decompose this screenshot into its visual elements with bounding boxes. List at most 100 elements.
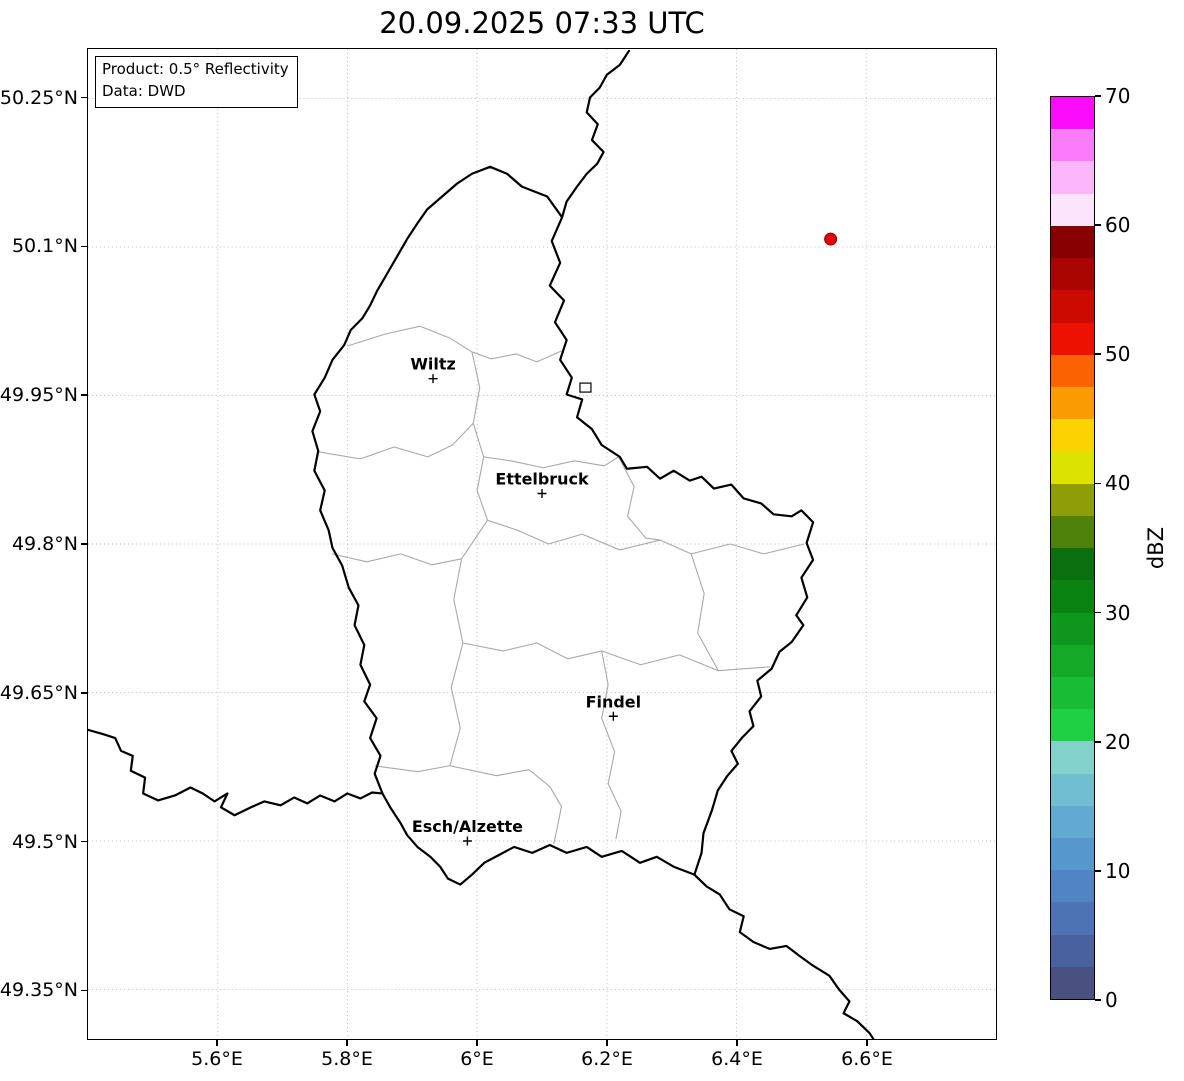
colorbar-tick-mark — [1095, 95, 1101, 97]
colorbar-segment — [1051, 644, 1094, 677]
colorbar-segment — [1051, 290, 1094, 323]
y-tick-mark — [81, 543, 87, 545]
colorbar-segment — [1051, 676, 1094, 710]
colorbar-segment — [1051, 451, 1094, 484]
colorbar-segment — [1051, 161, 1094, 194]
colorbar-segment — [1051, 838, 1094, 871]
colorbar-segment — [1051, 966, 1094, 1000]
colorbar-segment — [1051, 483, 1094, 516]
city-marker — [537, 489, 547, 499]
city-label: Ettelbruck — [495, 470, 589, 489]
city-label: Wiltz — [410, 355, 455, 374]
colorbar-axis-label: dBZ — [1144, 526, 1168, 570]
colorbar-tick-mark — [1095, 870, 1101, 872]
y-tick-label: 49.5°N — [11, 830, 78, 853]
x-tick-label: 6.2°E — [581, 1048, 633, 1070]
colorbar-segment — [1051, 741, 1094, 774]
colorbar-tick-mark — [1095, 999, 1101, 1001]
country-border — [693, 873, 875, 1039]
y-tick-label: 49.65°N — [0, 681, 78, 704]
colorbar-tick-mark — [1095, 353, 1101, 356]
colorbar-segment — [1051, 97, 1094, 130]
colorbar-segment — [1051, 129, 1094, 162]
y-tick-mark — [81, 245, 87, 248]
canton-border — [462, 642, 771, 672]
x-tick-mark — [476, 1040, 478, 1046]
country-border — [561, 49, 631, 219]
colorbar-segment — [1051, 258, 1094, 291]
canton-border — [487, 519, 805, 555]
x-tick-mark — [346, 1040, 348, 1046]
y-tick-label: 50.1°N — [11, 235, 78, 258]
y-tick-mark — [81, 840, 87, 843]
y-tick-mark — [81, 96, 87, 99]
y-tick-label: 50.25°N — [0, 86, 78, 109]
luxembourg-map: Wiltz Ettelbruck Findel Esch/Alzette — [88, 49, 996, 1039]
y-tick-label: 49.8°N — [11, 533, 78, 555]
x-tick-mark — [736, 1040, 738, 1046]
data-source-line: Data: DWD — [102, 81, 186, 100]
y-tick-mark — [81, 692, 87, 694]
colorbar-tick-mark — [1095, 611, 1101, 614]
canton-border — [318, 422, 474, 460]
colorbar-tick-label: 10 — [1105, 858, 1131, 883]
x-tick-label: 6°E — [460, 1048, 494, 1070]
colorbar-tick-label: 50 — [1105, 342, 1131, 367]
colorbar-segment — [1051, 193, 1094, 226]
colorbar-segment — [1051, 805, 1094, 839]
colorbar-tick-label: 40 — [1105, 471, 1131, 496]
x-tick-label: 5.8°E — [321, 1048, 373, 1070]
product-info-line: Product: 0.5° Reflectivity — [102, 60, 289, 78]
product-info-box: Product: 0.5° Reflectivity Data: DWD — [95, 56, 298, 108]
x-tick-mark — [606, 1040, 608, 1046]
colorbar-tick-label: 60 — [1105, 213, 1131, 238]
canton-border — [331, 519, 488, 566]
colorbar-segment — [1051, 870, 1094, 903]
colorbar-tick-label: 20 — [1105, 729, 1131, 754]
colorbar-segment — [1051, 580, 1094, 613]
canton-border — [471, 351, 489, 521]
y-tick-mark — [81, 989, 87, 992]
y-tick-mark — [81, 394, 87, 396]
map-plot: Wiltz Ettelbruck Findel Esch/Alzette Produc… — [87, 48, 997, 1040]
colorbar-segment — [1051, 934, 1094, 967]
country-border — [88, 728, 384, 817]
colorbar-segment — [1051, 773, 1094, 806]
city-marker — [428, 374, 438, 384]
colorbar-segment — [1051, 709, 1094, 742]
canton-border — [601, 650, 622, 840]
x-tick-mark — [866, 1040, 868, 1046]
canton-border — [374, 765, 563, 845]
colorbar-tick-label: 30 — [1105, 600, 1131, 625]
colorbar-tick-label: 0 — [1105, 988, 1118, 1012]
colorbar-tick-label: 70 — [1105, 84, 1131, 108]
x-tick-label: 5.6°E — [191, 1048, 243, 1070]
city-label: Esch/Alzette — [412, 817, 523, 836]
x-tick-label: 6.6°E — [841, 1048, 893, 1070]
canton-border — [483, 456, 619, 469]
echo-marker — [824, 232, 838, 246]
colorbar-segment — [1051, 515, 1094, 549]
city-marker — [462, 836, 472, 846]
canton-border — [618, 456, 661, 541]
y-tick-label: 49.35°N — [0, 979, 78, 1002]
colorbar-segment — [1051, 225, 1094, 259]
country-border — [311, 165, 815, 886]
canton-border — [690, 553, 719, 671]
colorbar-tick-mark — [1095, 740, 1101, 743]
colorbar-tick-mark — [1095, 482, 1101, 485]
colorbar-segment — [1051, 322, 1094, 355]
figure-title: 20.09.2025 07:33 UTC — [379, 6, 705, 40]
colorbar-segment — [1051, 354, 1094, 387]
city-label: Findel — [586, 692, 641, 711]
colorbar-segment — [1051, 419, 1094, 452]
x-tick-label: 6.4°E — [711, 1048, 763, 1070]
colorbar — [1050, 96, 1095, 1000]
colorbar-tick-mark — [1095, 224, 1101, 226]
reservoir-marker — [579, 382, 592, 393]
colorbar-segment — [1051, 386, 1094, 420]
city-marker — [608, 711, 618, 721]
colorbar-segment — [1051, 612, 1094, 645]
y-tick-label: 49.95°N — [0, 384, 78, 407]
